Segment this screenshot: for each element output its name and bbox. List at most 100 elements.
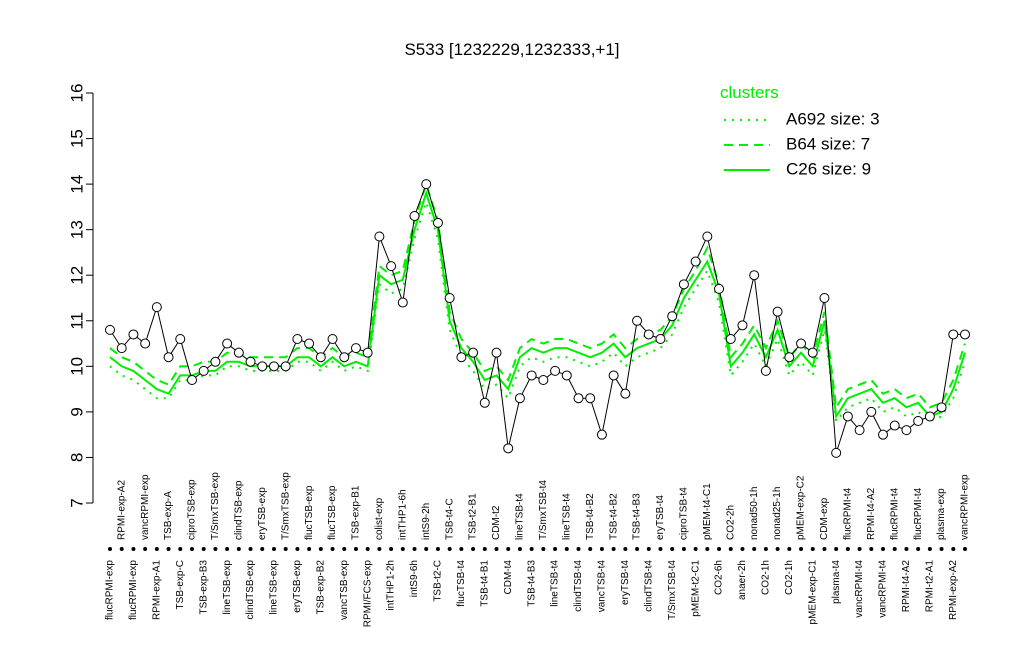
x-tick-label: vancRPMI-t4 <box>878 560 889 618</box>
data-point <box>186 375 197 385</box>
data-point <box>678 279 689 290</box>
strip-dot <box>752 547 757 551</box>
data-point <box>116 343 127 354</box>
data-point <box>514 393 525 404</box>
data-point <box>479 397 490 408</box>
strip-dot <box>541 547 546 551</box>
chart-title: S533 [1232229,1232333,+1] <box>404 40 619 59</box>
strip-dot <box>728 547 733 551</box>
strip-dot <box>904 547 909 551</box>
data-point <box>819 293 830 303</box>
strip-dot <box>717 547 722 551</box>
data-point <box>702 231 713 242</box>
y-tick-label: 9 <box>67 407 86 416</box>
strip-dot <box>108 547 112 551</box>
strip-dot <box>822 547 827 551</box>
x-tick-label: vancTSB-t4 <box>597 560 608 613</box>
strip-dot <box>283 547 288 551</box>
x-tick-label: TSB-t4-C <box>444 498 455 540</box>
x-tick-label: clindTSB-exp <box>233 480 244 540</box>
x-tick-label: anaer-2h <box>737 560 748 600</box>
strip-dot <box>892 547 897 551</box>
data-point <box>878 429 889 440</box>
data-point <box>503 443 514 454</box>
y-tick-label: 11 <box>67 312 86 330</box>
strip-dot <box>564 547 569 551</box>
x-tick-label: TSB-t4-B2 <box>585 493 596 540</box>
strip-dot <box>693 547 698 551</box>
strip-dot <box>927 547 932 551</box>
x-tick-label: TSB-t2-B1 <box>468 493 479 540</box>
data-point <box>268 361 279 372</box>
strip-dot <box>670 547 675 551</box>
strip-dot <box>400 547 405 551</box>
data-point <box>889 420 900 431</box>
strip-dot <box>881 547 886 551</box>
data-point <box>784 352 795 363</box>
x-tick-label: flucTSB-exp <box>327 485 338 540</box>
data-point <box>315 352 326 363</box>
x-tick-label: intTHP1-6h <box>397 489 408 540</box>
legend-label: C26 size: 9 <box>786 159 871 178</box>
x-tick-label: flucTSB-exp <box>304 485 315 540</box>
data-point <box>350 343 361 354</box>
data-point <box>339 352 350 363</box>
x-tick-label: intS9-6h <box>409 560 420 597</box>
data-point <box>550 365 561 376</box>
data-point <box>538 375 549 385</box>
data-point <box>210 356 221 367</box>
data-point <box>725 334 736 344</box>
x-tick-label: intS9-2h <box>421 503 432 540</box>
x-tick-label: RPMI-exp-A2 <box>116 480 127 540</box>
strip-dot <box>353 547 358 551</box>
strip-dot <box>740 547 745 551</box>
y-tick-label: 12 <box>67 266 86 285</box>
data-point <box>362 347 373 358</box>
strip-dot <box>529 547 534 551</box>
y-tick-label: 14 <box>67 175 86 194</box>
x-tick-label: TSB-t4-B1 <box>479 560 490 607</box>
x-tick-label: pMEM-exp-C1 <box>807 560 818 625</box>
data-point <box>620 388 631 399</box>
strip-dot <box>869 547 874 551</box>
strip-dot <box>471 547 476 551</box>
data-point <box>772 306 783 317</box>
data-point <box>175 334 186 344</box>
data-point <box>397 297 408 308</box>
data-point <box>901 425 912 436</box>
data-point <box>608 370 619 381</box>
x-tick-label: lineTSB-t4 <box>550 560 561 607</box>
data-point <box>421 179 432 190</box>
x-tick-label: TSB-exp-C <box>175 560 186 609</box>
strip-dot <box>494 547 499 551</box>
x-tick-label: clindTSB-exp <box>245 560 256 620</box>
strip-dot <box>189 547 194 551</box>
x-tick-label: flucRPMI-t4 <box>889 487 900 540</box>
cluster-line <box>109 189 966 420</box>
data-point <box>632 315 643 326</box>
data-point <box>151 302 162 313</box>
strip-dot <box>131 547 136 551</box>
data-point <box>409 211 420 221</box>
x-tick-label: plasma-exp <box>936 488 947 540</box>
data-point <box>245 356 256 367</box>
data-point <box>796 338 807 349</box>
strip-dot <box>845 547 850 551</box>
data-point <box>374 231 385 242</box>
x-tick-label: nonad50-1h <box>749 487 760 540</box>
data-point <box>585 393 596 404</box>
strip-dot <box>963 547 967 551</box>
x-tick-label: vancRPMI-t4 <box>854 560 865 618</box>
strip-dot <box>810 547 815 551</box>
data-point <box>643 329 654 340</box>
data-point <box>749 270 760 281</box>
x-tick-label: flucTSB-t4 <box>456 560 467 607</box>
x-tick-label: pMEM-t4-C1 <box>702 483 713 540</box>
data-point <box>432 217 443 228</box>
x-tick-label: T/SmxTSB-exp <box>280 472 291 540</box>
data-point <box>913 416 924 426</box>
x-tick-label: CO2-1h <box>761 560 772 595</box>
data-point <box>655 334 666 344</box>
data-point <box>140 338 151 349</box>
x-tick-label: TSB-exp-A <box>163 491 174 540</box>
